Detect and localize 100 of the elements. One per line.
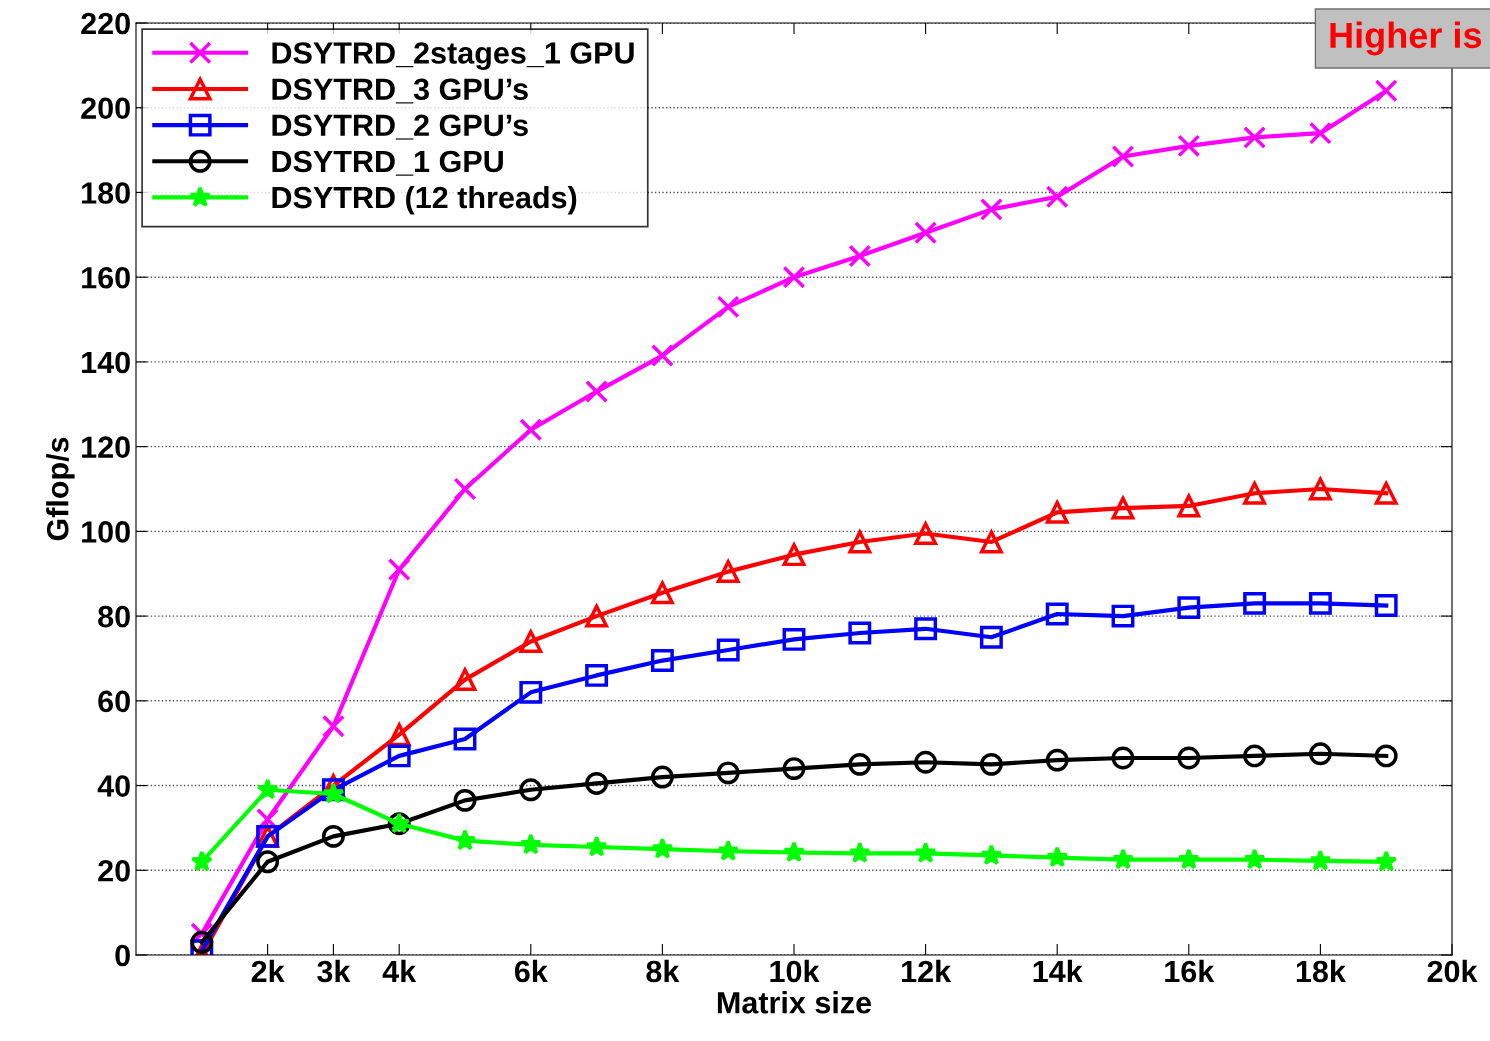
point: [1374, 744, 1398, 768]
legend-label: DSYTRD_1 GPU: [272, 150, 503, 176]
x-tick-label: 10k: [770, 959, 820, 983]
y-axis-title: Gflop/s: [46, 437, 75, 541]
point: [716, 761, 740, 785]
annotation: Higher is: [1330, 21, 1482, 56]
point: [716, 560, 740, 584]
point: [256, 778, 279, 800]
point: [519, 778, 543, 802]
legend-label: DSYTRD_2stages_1 GPU: [272, 42, 634, 70]
point: [454, 829, 476, 851]
x-tick-label: 16k: [1165, 959, 1215, 983]
point: [716, 295, 740, 319]
point: [584, 602, 609, 628]
point: [1373, 479, 1399, 505]
point: [1044, 498, 1070, 524]
point: [519, 418, 543, 442]
point: [782, 627, 806, 651]
y-tick-label: 120: [82, 436, 130, 459]
y-tick-label: 40: [97, 775, 130, 797]
point: [914, 617, 938, 641]
point: [1111, 604, 1135, 628]
point: [1242, 479, 1267, 505]
y-tick-label: 140: [82, 351, 130, 374]
x-tick-label: 12k: [902, 959, 952, 982]
y-tick-label: 200: [81, 97, 130, 120]
y-tick-label: 220: [81, 12, 130, 35]
point: [979, 752, 1003, 776]
point: [1177, 494, 1201, 518]
point: [1045, 748, 1069, 772]
x-tick-label: 18k: [1296, 959, 1346, 983]
x-tick-label: 6k: [514, 959, 548, 983]
x-tick-label: 3k: [317, 959, 351, 983]
point: [1243, 125, 1267, 149]
point: [190, 930, 214, 954]
point: [650, 581, 674, 605]
point: [914, 221, 938, 245]
point: [848, 841, 871, 863]
y-tick-label: 0: [115, 944, 130, 967]
point: [321, 714, 345, 738]
x-tick-label: 20k: [1427, 959, 1478, 983]
point: [519, 680, 543, 704]
point: [1308, 742, 1332, 766]
legend-label: DSYTRD_2 GPU’s: [272, 114, 528, 140]
point: [1309, 849, 1332, 871]
y-tick-label: 160: [82, 266, 130, 289]
point: [585, 663, 609, 687]
x-tick-label: 8k: [646, 959, 680, 983]
point: [585, 771, 609, 795]
point: [716, 638, 740, 662]
point: [651, 837, 674, 859]
point: [585, 835, 608, 857]
point: [717, 839, 740, 861]
point: [190, 850, 213, 872]
point: [256, 850, 280, 874]
point: [1111, 746, 1135, 770]
point: [650, 649, 674, 673]
point: [848, 530, 872, 554]
point: [1177, 848, 1200, 870]
point: [1375, 850, 1398, 872]
point: [782, 543, 806, 567]
point: [979, 530, 1003, 554]
point: [1374, 594, 1398, 617]
point: [519, 833, 542, 855]
point: [1177, 746, 1201, 770]
point: [914, 522, 938, 545]
point: [453, 477, 477, 501]
x-tick-label: 4k: [382, 959, 417, 982]
point: [1111, 144, 1135, 168]
y-tick-label: 180: [82, 182, 130, 204]
point: [914, 750, 938, 774]
point: [1374, 79, 1398, 103]
point: [980, 843, 1003, 866]
legend-label: DSYTRD (12 threads): [272, 185, 577, 215]
point: [1243, 744, 1267, 768]
point: [848, 244, 872, 268]
point: [1243, 848, 1266, 870]
point: [783, 841, 805, 863]
point: [1046, 846, 1069, 868]
point: [453, 668, 477, 692]
point: [914, 841, 937, 863]
point: [1177, 134, 1201, 158]
y-tick-label: 20: [98, 860, 130, 882]
point: [387, 558, 411, 581]
point: [1110, 494, 1136, 520]
y-tick-label: 80: [98, 605, 130, 628]
point: [519, 630, 543, 653]
point: [1177, 596, 1201, 620]
legend-label: DSYTRD_3 GPU’s: [272, 78, 528, 104]
x-tick-label: 2k: [251, 959, 285, 982]
x-axis-title: Matrix size: [717, 991, 872, 1014]
x-tick-label: 14k: [1033, 959, 1083, 982]
point: [650, 344, 674, 368]
point: [848, 621, 872, 645]
point: [979, 625, 1003, 649]
point: [453, 727, 477, 751]
point: [1243, 591, 1267, 615]
point: [1308, 591, 1332, 615]
y-tick-label: 60: [98, 690, 130, 713]
point: [453, 788, 477, 812]
